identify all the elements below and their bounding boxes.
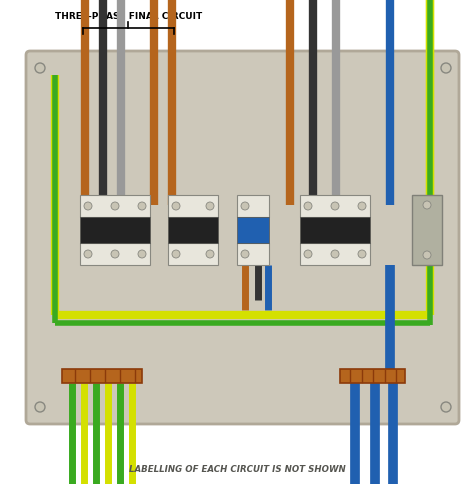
Circle shape <box>172 250 180 258</box>
Bar <box>237 243 269 265</box>
Circle shape <box>358 202 366 210</box>
Circle shape <box>138 250 146 258</box>
Bar <box>62 369 142 383</box>
Circle shape <box>241 250 249 258</box>
Circle shape <box>172 202 180 210</box>
Circle shape <box>241 202 249 210</box>
Circle shape <box>441 402 451 412</box>
Circle shape <box>84 202 92 210</box>
Text: LABELLING OF EACH CIRCUIT IS NOT SHOWN: LABELLING OF EACH CIRCUIT IS NOT SHOWN <box>128 466 346 474</box>
Bar <box>340 369 405 383</box>
Circle shape <box>35 63 45 73</box>
Bar <box>168 195 218 217</box>
Circle shape <box>206 250 214 258</box>
Text: THREE-PHASE FINAL CIRCUIT: THREE-PHASE FINAL CIRCUIT <box>55 12 202 21</box>
Bar <box>80 195 150 217</box>
Bar <box>237 217 269 243</box>
Bar <box>300 195 370 217</box>
Circle shape <box>331 202 339 210</box>
Circle shape <box>304 250 312 258</box>
Circle shape <box>358 250 366 258</box>
Circle shape <box>331 250 339 258</box>
Circle shape <box>138 202 146 210</box>
Circle shape <box>35 402 45 412</box>
Bar <box>168 243 218 265</box>
Circle shape <box>206 202 214 210</box>
Circle shape <box>111 202 119 210</box>
Bar <box>300 243 370 265</box>
Circle shape <box>84 250 92 258</box>
Circle shape <box>441 63 451 73</box>
Circle shape <box>111 250 119 258</box>
Bar <box>168 217 218 243</box>
FancyBboxPatch shape <box>26 51 459 424</box>
Circle shape <box>423 201 431 209</box>
Bar <box>80 243 150 265</box>
Bar <box>300 217 370 243</box>
Bar <box>237 195 269 217</box>
Bar <box>412 195 442 265</box>
Bar <box>80 217 150 243</box>
Circle shape <box>304 202 312 210</box>
Circle shape <box>423 251 431 259</box>
